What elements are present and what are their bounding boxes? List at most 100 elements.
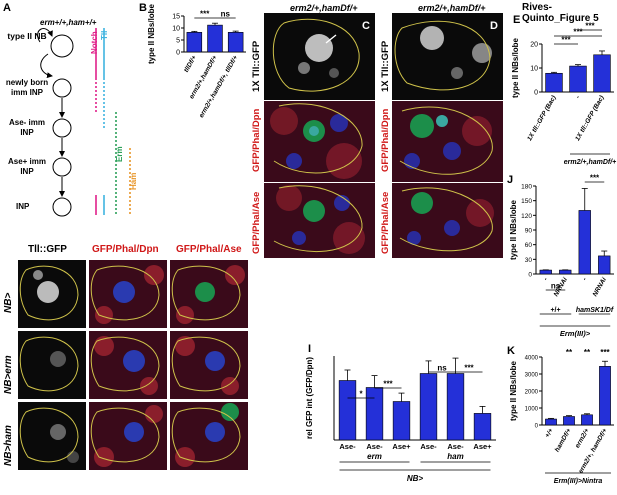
y-tick-label: 90 [525,228,533,235]
group-label: erm2/+,hamDf/+ [564,159,617,166]
significance-label: *** [200,10,210,19]
bar [186,32,203,53]
category-label: +/+ [544,427,555,439]
x-axis-label: Erm(III)> [560,329,591,338]
significance-label: *** [573,28,583,37]
bar [578,210,591,275]
bar [207,24,223,53]
bar [338,380,357,441]
category-label: tllDf/+ [183,54,198,73]
significance-label: *** [600,348,610,357]
fgh-col-label-2: GFP/Phal/Dpn [92,244,159,255]
panel-g-image-1 [18,331,86,399]
significance-label: ns [221,10,231,19]
y-axis-label: type II NBs/lobe [509,360,518,421]
panel-letter-k: K [507,345,515,357]
stage-label-ase-pos: Ase+ imm INP [7,157,47,176]
bar [365,387,384,441]
y-tick-label: 10 [172,26,180,33]
y-tick-label: 120 [521,213,532,220]
category-label: Ase- [339,442,356,451]
y-tick-label: 180 [521,184,532,191]
y-tick-label: 20 [530,42,538,49]
y-tick-label: 5 [176,38,180,45]
panel-h-image-3 [170,402,248,470]
significance-label: ** [584,348,591,357]
x-axis-label: Erm(III)>Nintra [554,478,603,485]
panel-d-row-label-1: 1X Tll::GFP [380,40,391,92]
marker-erm: Erm [115,146,124,162]
panel-d-image-tll [392,13,503,100]
bar [569,65,587,93]
significance-label: *** [383,380,393,389]
panel-letter-h: H [10,402,18,414]
panel-c-image-ase [264,183,375,258]
panel-a-diagram [37,28,131,217]
panel-f-image-3 [170,260,248,328]
significance-label: ns [437,364,447,373]
panel-c-row-label-3: GFP/Phal/Ase [251,191,262,254]
category-label: 1X tll::GFP (Bac) [574,95,606,143]
figure-title: Rives-Quinto_Figure 5 [522,2,599,24]
panel-c-image-dpn [264,101,375,182]
y-tick-label: 1000 [525,407,539,413]
category-label: Ase- [447,442,464,451]
marker-notch: Notch [90,31,99,54]
bar [559,269,572,275]
bar [599,366,611,426]
y-tick-label: 4000 [525,356,539,362]
panel-i-chart: rel GFP int (GFP/Dpn) Ase- Ase- Ase+ Ase- Ase… [305,356,496,483]
panel-c-row-label-1: 1X Tll::GFP [251,40,262,92]
panel-f-image-1 [18,260,86,328]
bar [227,32,244,53]
category-label: Ase- [366,442,383,451]
significance-label: *** [590,174,600,183]
panel-b-chart: 0 5 10 15 type II NBs/lobe tllDf/+erm2/+,hamD… [147,3,246,119]
x-axis-label: NB> [407,474,424,483]
panel-d-row-label-2: GFP/Phal/Dpn [380,108,391,172]
y-tick-label: 0 [535,424,539,430]
significance-label: ** [566,348,573,357]
y-tick-label: 15 [172,14,180,21]
bar [419,373,438,441]
category-label: NRNAi [592,276,608,297]
significance-label: * [359,390,363,399]
panel-k-chart: 0 1000 2000 3000 4000 type II NBs/lobe +/+ hamD… [509,348,614,485]
marker-ham: Ham [129,172,138,190]
panel-h-image-2 [89,402,167,470]
stage-label-ase-neg: Ase- imm INP [8,118,45,137]
panel-g-image-2 [89,331,167,399]
panel-letter-b: B [139,2,147,14]
panel-d-image-ase [392,183,503,258]
panel-letter-e: E [513,14,521,26]
panel-a-genotype: erm+/+,ham+/+ [40,18,97,27]
stage-label-newly-born: newly born imm INP [5,78,49,97]
y-tick-label: 10 [530,66,538,73]
category-label: - [542,277,549,282]
group-label: hamSK1/Df [576,307,614,314]
y-tick-label: 60 [525,242,533,249]
panel-d-image-dpn [392,101,503,182]
bar [545,418,557,426]
row-label-nb: NB> [3,292,14,313]
panel-letter-d: D [490,20,498,32]
row-label-nb-ham: NB>ham [3,425,14,466]
category-label: erm2/+ [574,427,591,449]
row-label-nb-erm: NB>erm [3,355,14,394]
panel-d-genotype: erm2/+,hamDf/+ [418,3,486,13]
panel-f-image-2 [89,260,167,328]
panel-g-image-3 [170,331,248,399]
panel-c-image-tll [264,13,375,100]
panel-c-row-label-2: GFP/Phal/Dpn [251,108,262,172]
bar [563,416,575,426]
marker-tll: Tll [100,30,109,40]
y-tick-label: 0 [176,50,180,57]
category-label: hamDf/+ [554,427,573,453]
significance-label: *** [585,22,595,31]
y-axis-label: type II NBs/lobe [511,37,520,98]
bar [581,414,593,426]
y-tick-label: 150 [521,198,532,205]
fgh-col-label-1: Tll::GFP [28,244,67,255]
